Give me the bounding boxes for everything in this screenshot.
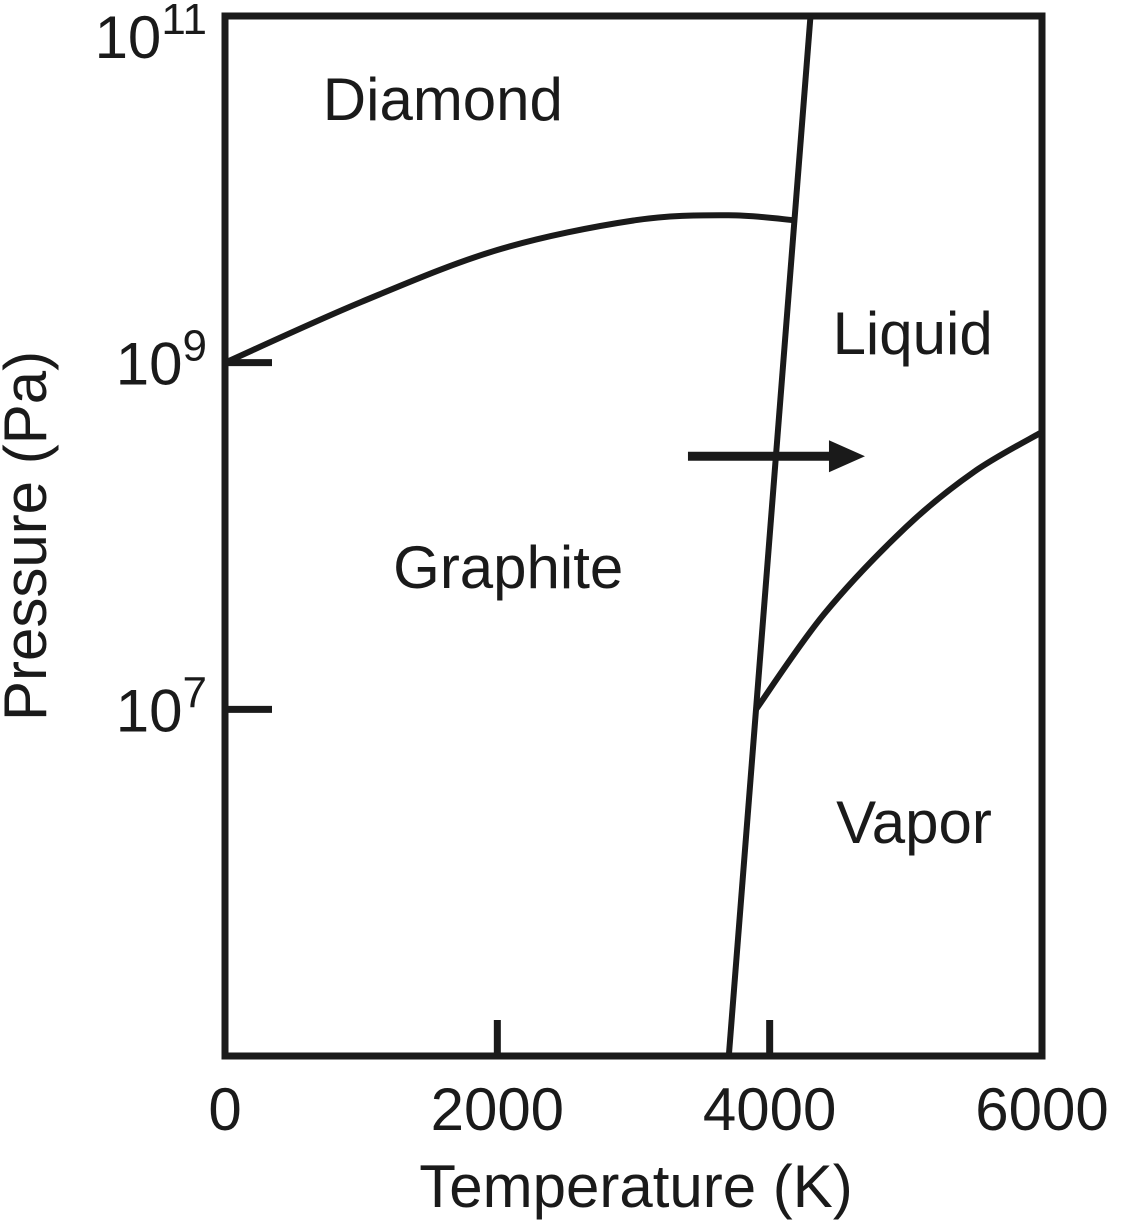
region-label-graphite: Graphite bbox=[393, 534, 623, 601]
x-tick-label: 4000 bbox=[703, 1076, 836, 1143]
y-tick-label: 109 bbox=[116, 322, 207, 398]
arrow-head bbox=[828, 440, 865, 473]
y-tick-label: 107 bbox=[116, 668, 207, 744]
boundary-graphite-diamond bbox=[223, 212, 798, 366]
x-tick-label: 0 bbox=[208, 1076, 241, 1143]
boundary-liquid-vapor bbox=[753, 429, 1044, 712]
y-tick-label: 1011 bbox=[95, 0, 207, 71]
x-tick-label: 2000 bbox=[431, 1076, 564, 1143]
plot-frame bbox=[221, 12, 1046, 1060]
region-label-diamond: Diamond bbox=[323, 66, 563, 133]
region-label-vapor: Vapor bbox=[836, 789, 992, 856]
region-label-liquid: Liquid bbox=[833, 300, 993, 367]
x-tick-label: 6000 bbox=[975, 1076, 1108, 1143]
boundary-solid-liquid bbox=[725, 15, 814, 1057]
y-axis-label: Pressure (Pa) bbox=[0, 351, 59, 721]
x-axis-label: Temperature (K) bbox=[419, 1153, 852, 1220]
